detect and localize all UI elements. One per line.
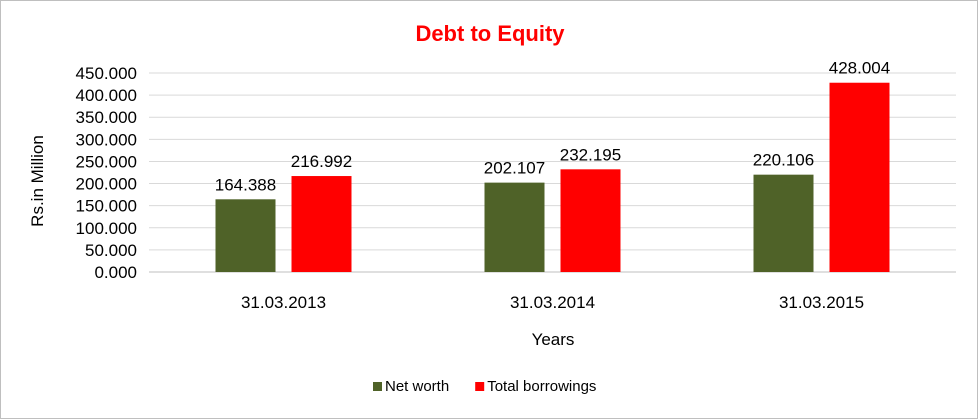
data-label: 216.992 [291,152,352,171]
y-tick-label: 350.000 [76,108,137,127]
y-tick-label: 400.000 [76,86,137,105]
data-labels: 164.388 216.992 202.107 232.195 220.106 428.0… [215,59,890,195]
y-axis-title: Rs.in Million [28,135,47,227]
y-tick-label: 200.000 [76,175,137,194]
bar [560,169,621,272]
y-tick-label: 100.000 [76,219,137,238]
x-tick-label: 31.03.2013 [241,293,326,312]
y-tick-label: 150.000 [76,197,137,216]
bar [829,82,890,273]
data-label: 232.195 [560,145,621,164]
y-tick-label: 300.000 [76,130,137,149]
x-tick-label: 31.03.2015 [779,293,864,312]
data-label: 202.107 [484,159,545,178]
bar [291,176,352,272]
axes: 0.000 50.000 100.000 150.000 200.000 250.000 3… [76,64,956,312]
legend-label: Net worth [385,378,449,395]
chart-title: Debt to Equity [415,21,565,46]
data-label: 164.388 [215,175,276,194]
gridlines [149,72,956,251]
bar [215,199,276,272]
legend-swatch [373,382,382,391]
legend: Net worth Total borrowings [373,378,596,395]
x-tick-label: 31.03.2014 [510,293,595,312]
data-label: 220.106 [753,151,814,170]
x-axis-title: Years [532,330,575,349]
bar [484,182,545,272]
y-tick-label: 450.000 [76,64,137,83]
legend-swatch [475,382,485,391]
y-tick-label: 0.000 [94,263,137,282]
data-label: 428.004 [829,59,890,78]
bar [753,174,814,272]
y-tick-label: 250.000 [76,152,137,171]
y-tick-label: 50.000 [85,241,137,260]
bars [215,82,890,273]
legend-label: Total borrowings [487,378,596,395]
